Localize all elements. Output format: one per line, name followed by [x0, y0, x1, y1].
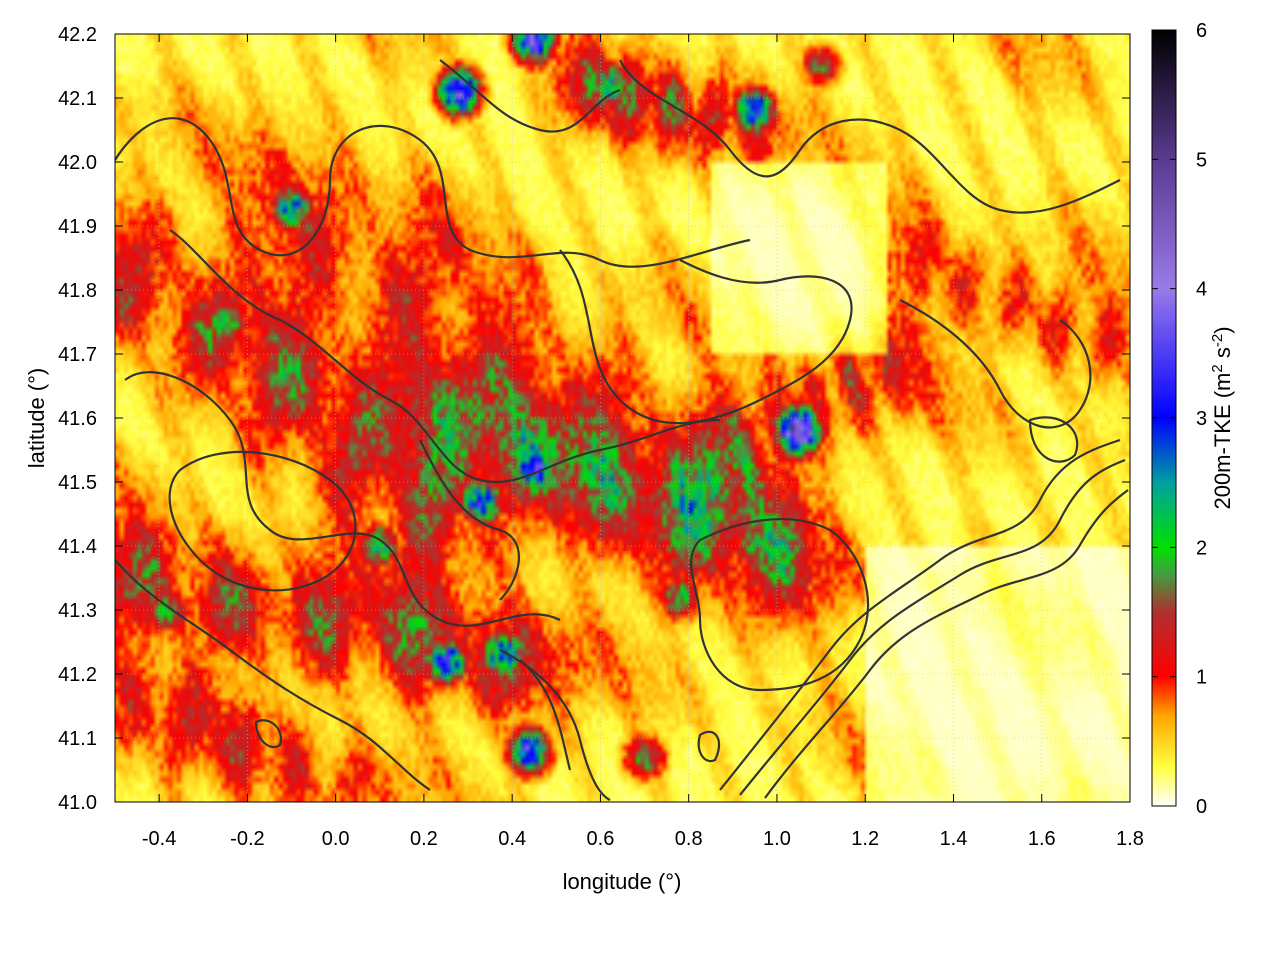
- colorbar-tick-label: 1: [1196, 667, 1207, 689]
- x-axis-label: longitude (°): [563, 869, 682, 894]
- x-tick-label: 0.2: [410, 828, 438, 850]
- x-tick-label: -0.4: [142, 828, 176, 850]
- contour-line: [1028, 416, 1079, 463]
- contour-line: [124, 371, 561, 627]
- colorbar: 0 1 2 3 4 5 6 200m-TKE (m2 s-2): [1151, 20, 1236, 818]
- y-tick-label: 42.2: [58, 24, 97, 46]
- contour-line: [254, 719, 283, 748]
- colorbar-tick-label: 2: [1196, 537, 1207, 559]
- contour-line: [519, 659, 572, 771]
- colorbar-label: 200m-TKE (m2 s-2): [1209, 326, 1236, 509]
- contour-line: [719, 438, 1121, 791]
- plot-area: [114, 33, 1131, 803]
- y-axis-ticks: 41.0 41.1 41.2 41.3 41.4 41.5 41.6 41.7 41.8 41.9…: [58, 24, 1130, 814]
- x-tick-label: -0.2: [230, 828, 264, 850]
- x-tick-label: 1.4: [940, 828, 968, 850]
- colorbar-tick-label: 6: [1196, 20, 1207, 42]
- y-tick-label: 41.7: [58, 344, 97, 366]
- y-tick-label: 41.2: [58, 664, 97, 686]
- x-tick-label: 1.0: [763, 828, 791, 850]
- y-tick-label: 41.0: [58, 792, 97, 814]
- contour-line: [697, 730, 721, 763]
- colorbar-tick-label: 5: [1196, 149, 1207, 171]
- y-tick-label: 42.1: [58, 88, 97, 110]
- contour-line: [559, 249, 853, 425]
- x-tick-label: 0.6: [587, 828, 615, 850]
- contour-line: [115, 117, 751, 268]
- contour-line: [619, 59, 1121, 214]
- contour-line: [899, 299, 1092, 429]
- x-tick-label: 0.8: [675, 828, 703, 850]
- contour-line: [439, 59, 621, 133]
- y-tick-label: 41.8: [58, 280, 97, 302]
- colorbar-tick-label: 3: [1196, 408, 1207, 430]
- heatmap-field: [115, 34, 1130, 802]
- x-tick-label: 1.8: [1116, 828, 1144, 850]
- contour-line: [739, 458, 1126, 796]
- x-tick-label: 1.6: [1028, 828, 1056, 850]
- contour-line: [115, 559, 431, 791]
- y-tick-label: 41.3: [58, 600, 97, 622]
- colorbar-tick-label: 4: [1196, 279, 1207, 301]
- x-tick-label: 0.4: [498, 828, 526, 850]
- terrain-contours: [115, 59, 1129, 801]
- x-tick-label: 1.2: [851, 828, 879, 850]
- y-tick-label: 41.5: [58, 472, 97, 494]
- y-tick-label: 42.0: [58, 152, 97, 174]
- x-tick-label: 0.0: [322, 828, 350, 850]
- y-tick-label: 41.4: [58, 536, 97, 558]
- contour-line: [690, 518, 870, 692]
- y-tick-label: 41.6: [58, 408, 97, 430]
- contour-line: [169, 229, 721, 484]
- y-tick-label: 41.9: [58, 216, 97, 238]
- colorbar-tick-label: 0: [1196, 796, 1207, 818]
- x-axis-ticks: -0.4 -0.2 0.0 0.2 0.4 0.6 0.8 1.0 1.2 1.4 1.6 1.8: [142, 34, 1144, 850]
- y-axis-label: latitude (°): [24, 368, 49, 469]
- contour-line: [419, 439, 521, 601]
- contour-line: [168, 450, 357, 592]
- colorbar-ticks: 0 1 2 3 4 5 6: [1152, 20, 1207, 818]
- contour-line: [764, 489, 1129, 799]
- y-tick-label: 41.1: [58, 728, 97, 750]
